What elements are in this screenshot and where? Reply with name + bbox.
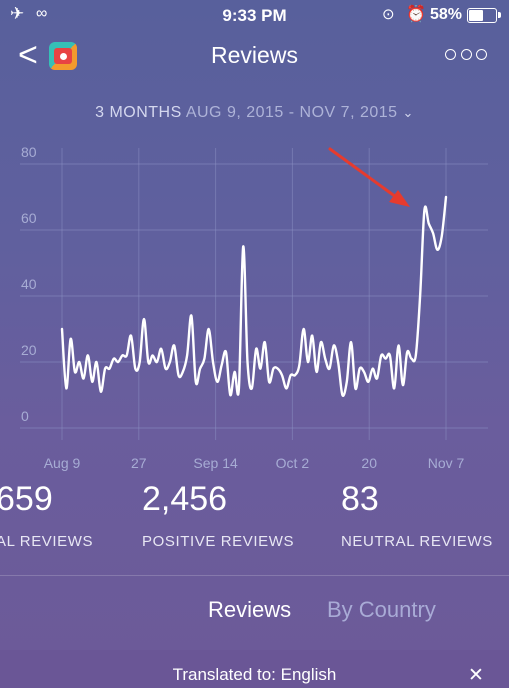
stat-total-value: 659 — [0, 480, 53, 518]
battery-percent: 58% — [430, 6, 463, 23]
y-tick-label: 80 — [21, 144, 37, 160]
annotation-arrow-head — [389, 190, 410, 207]
reviews-chart: 80 60 40 20 0 Aug 9 27 Sep 14 Oct 2 20 Nov 7 — [20, 144, 488, 471]
translation-text: Translated to: English — [172, 665, 337, 684]
x-tick-label: 27 — [131, 455, 147, 471]
view-tabs: Reviews By Country — [0, 575, 509, 651]
date-range-selector[interactable]: 3 MONTHS AUG 9, 2015 - NOV 7, 2015 ⌄ — [0, 104, 509, 122]
battery-fill — [469, 10, 483, 21]
more-dot — [445, 49, 456, 60]
stat-total: 659 AL REVIEWS — [0, 480, 93, 550]
stat-positive-label: POSITIVE REVIEWS — [142, 533, 295, 550]
series-line — [60, 195, 448, 397]
stat-positive: 2,456 POSITIVE REVIEWS — [142, 480, 294, 550]
link-icon: ∞ — [36, 5, 48, 22]
app-icon[interactable] — [49, 42, 77, 70]
x-tick-label: 20 — [361, 455, 377, 471]
x-tick-label: Nov 7 — [428, 455, 465, 471]
x-tick-label: Oct 2 — [276, 455, 310, 471]
status-bar: ✈ ∞ 9:33 PM ⊙ ⏰ 58% — [0, 0, 509, 30]
more-dot — [460, 49, 472, 60]
airplane-icon: ✈ — [10, 4, 25, 23]
range-period: 3 MONTHS — [95, 104, 182, 121]
more-dot — [476, 49, 487, 60]
range-dates: AUG 9, 2015 - NOV 7, 2015 — [185, 104, 398, 121]
stat-neutral: 83 NEUTRAL REVIEWS — [341, 480, 493, 550]
page-title: Reviews — [211, 42, 298, 68]
x-tick-label: Aug 9 — [44, 455, 81, 471]
stat-positive-value: 2,456 — [142, 480, 228, 518]
tab-by-country[interactable]: By Country — [327, 597, 436, 622]
alarm-icon: ⏰ — [406, 6, 426, 23]
back-button[interactable]: < — [18, 36, 38, 74]
y-tick-label: 60 — [21, 210, 37, 226]
y-tick-label: 40 — [21, 276, 37, 292]
y-tick-label: 20 — [21, 342, 37, 358]
battery-nub — [498, 12, 501, 18]
app-icon-dot — [60, 53, 67, 60]
status-time: 9:33 PM — [222, 6, 287, 25]
stat-neutral-label: NEUTRAL REVIEWS — [341, 533, 493, 550]
battery-icon — [467, 8, 501, 23]
tab-reviews[interactable]: Reviews — [208, 597, 292, 622]
y-tick-label: 0 — [21, 408, 29, 424]
close-icon[interactable]: ✕ — [468, 665, 484, 686]
annotation-arrow-shaft — [328, 147, 398, 199]
nav-bar: < Reviews — [0, 32, 509, 76]
stats-row: 659 AL REVIEWS 2,456 POSITIVE REVIEWS 83… — [0, 480, 509, 560]
x-tick-label: Sep 14 — [193, 455, 238, 471]
more-options-icon[interactable] — [445, 49, 487, 61]
translation-banner: Translated to: English ✕ — [0, 650, 509, 688]
chevron-down-icon: ⌄ — [402, 105, 414, 120]
stat-neutral-value: 83 — [341, 480, 379, 518]
rotation-lock-icon: ⊙ — [382, 6, 395, 23]
stat-total-label: AL REVIEWS — [0, 533, 94, 550]
